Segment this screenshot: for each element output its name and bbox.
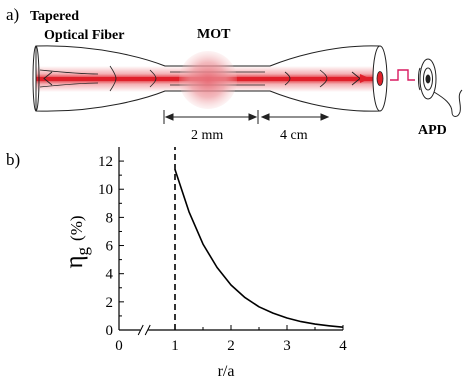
apd-label: APD <box>418 123 447 138</box>
svg-text:ηg(%): ηg (%) <box>61 215 92 268</box>
panel-a-label: a) <box>6 5 19 24</box>
dim-taper-label: 4 cm <box>280 128 308 143</box>
mot-label: MOT <box>197 27 231 42</box>
eta-unit: (%) <box>67 215 86 240</box>
fiber-label-line2: Optical Fiber <box>44 28 125 43</box>
fiber-label-line1: Tapered <box>30 9 79 24</box>
x-axis-title: r/a <box>218 363 235 380</box>
panel-a: a) Tapered Optical Fiber MOT <box>6 5 463 143</box>
fiber-left-end <box>32 45 40 112</box>
dim-waist-label: 2 mm <box>191 128 223 143</box>
y-tick-label: 2 <box>106 295 114 311</box>
eta-subscript: g <box>73 246 92 255</box>
y-tick-label: 8 <box>106 210 114 226</box>
eta-symbol: η <box>61 255 88 268</box>
x-tick-label: 1 <box>171 338 179 354</box>
y-tick-label: 0 <box>106 323 114 339</box>
fiber-right-core <box>376 71 384 86</box>
y-axis-title: ηg (%) <box>61 215 92 268</box>
beam-output-arrow <box>360 74 370 83</box>
x-axis-break-gap <box>140 324 149 336</box>
x-tick-label: 3 <box>283 338 291 354</box>
y-tick-label: 4 <box>106 267 114 283</box>
series-line-eta-g <box>174 169 344 328</box>
y-tick-label: 12 <box>98 154 113 170</box>
x-axis-break-mark <box>144 324 151 336</box>
x-tick-label: 4 <box>339 338 347 354</box>
x-tick-label: 0 <box>115 338 123 354</box>
x-axis-break-mark <box>137 324 144 336</box>
apd-detector <box>418 58 463 117</box>
y-tick-label: 6 <box>106 239 114 255</box>
signal-pulse <box>390 69 415 81</box>
mot-cloud <box>179 51 237 109</box>
x-tick-label: 2 <box>227 338 235 354</box>
y-tick-label: 10 <box>98 182 113 198</box>
dimension-markers <box>163 110 330 124</box>
panel-b-label: b) <box>6 150 20 169</box>
